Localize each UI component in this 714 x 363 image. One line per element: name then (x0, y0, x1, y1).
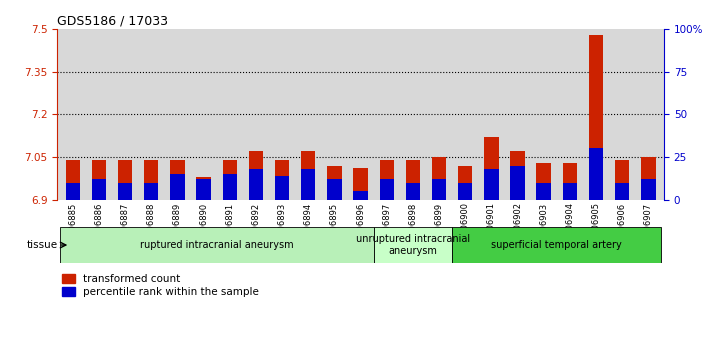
Bar (92, 160, 106, 200)
Bar (536, 183, 551, 200)
Bar (615, 183, 629, 200)
Bar (248, 151, 263, 200)
Bar (406, 160, 420, 200)
Text: unruptured intracranial
aneurysm: unruptured intracranial aneurysm (356, 234, 470, 256)
Bar (275, 160, 289, 200)
Bar (353, 191, 368, 200)
Bar (536, 163, 551, 200)
Legend: transformed count, percentile rank within the sample: transformed count, percentile rank withi… (62, 274, 259, 297)
Bar (327, 179, 341, 200)
Bar (563, 163, 577, 200)
Text: ruptured intracranial aneurysm: ruptured intracranial aneurysm (140, 240, 293, 250)
Bar (118, 160, 132, 200)
Bar (615, 160, 629, 200)
Bar (196, 177, 211, 200)
Bar (380, 179, 394, 200)
Text: tissue: tissue (26, 240, 58, 250)
Bar (458, 183, 473, 200)
Bar (452, 227, 661, 263)
Bar (170, 160, 185, 200)
Bar (589, 35, 603, 200)
Bar (484, 137, 498, 200)
Bar (484, 169, 498, 200)
Bar (144, 160, 159, 200)
Bar (92, 179, 106, 200)
Bar (327, 166, 341, 200)
Bar (66, 160, 80, 200)
Text: superficial temporal artery: superficial temporal artery (491, 240, 622, 250)
Bar (373, 227, 452, 263)
Bar (223, 174, 237, 200)
Bar (196, 179, 211, 200)
Bar (118, 183, 132, 200)
Bar (275, 176, 289, 200)
Bar (353, 168, 368, 200)
Bar (144, 183, 159, 200)
Bar (380, 160, 394, 200)
Bar (589, 148, 603, 200)
Bar (301, 151, 316, 200)
Bar (223, 160, 237, 200)
Bar (170, 174, 185, 200)
Text: GDS5186 / 17033: GDS5186 / 17033 (57, 15, 168, 28)
Bar (563, 183, 577, 200)
Bar (66, 183, 80, 200)
Bar (511, 151, 525, 200)
Bar (432, 157, 446, 200)
Bar (432, 179, 446, 200)
Bar (60, 227, 373, 263)
Bar (641, 157, 655, 200)
Bar (406, 183, 420, 200)
Bar (301, 169, 316, 200)
Bar (511, 166, 525, 200)
Bar (248, 169, 263, 200)
Bar (641, 179, 655, 200)
Bar (458, 166, 473, 200)
